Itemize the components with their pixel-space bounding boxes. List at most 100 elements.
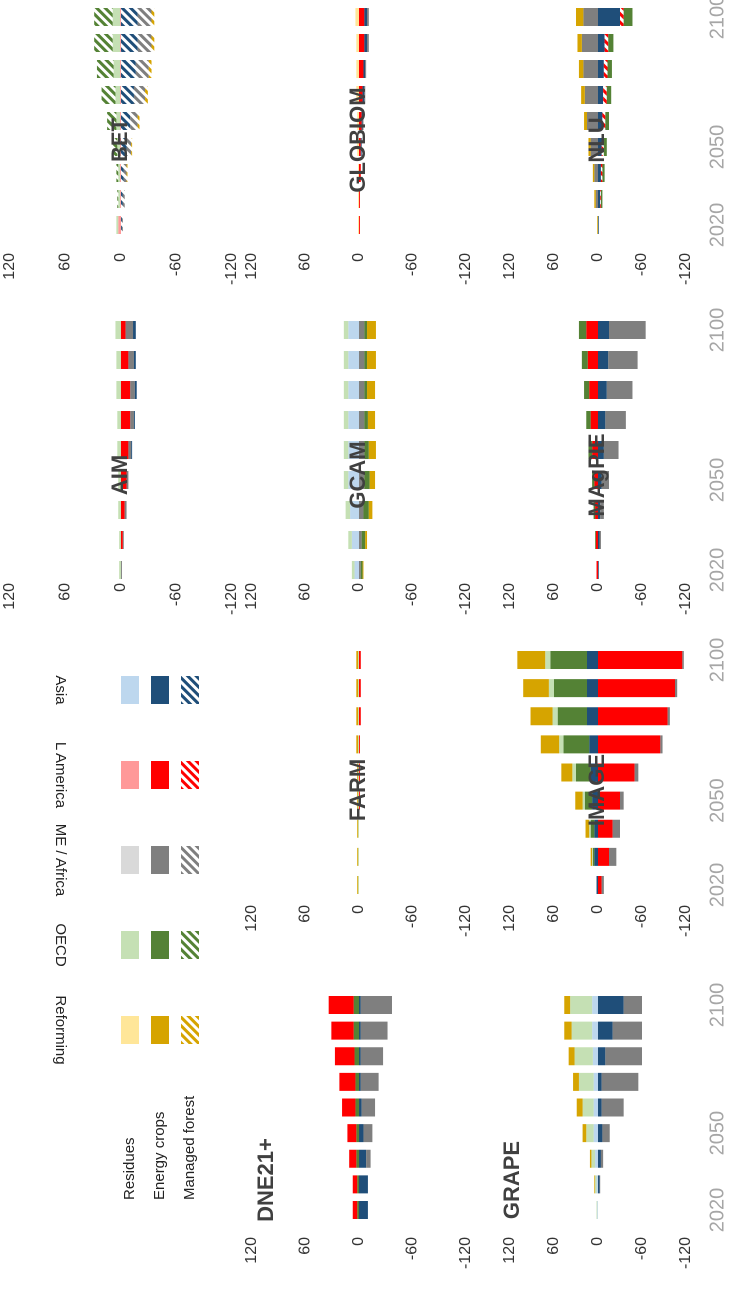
bar-segment [359,1047,361,1066]
bar-segment [116,112,121,130]
panel-title: GCAM [345,441,370,508]
x-tick-label: 2020 [706,1188,728,1233]
y-tick-label: -60 [633,1237,650,1260]
bar-segment [118,471,121,489]
bar-segment [133,351,136,369]
y-tick-label: -60 [404,905,421,928]
bar-segment [356,1149,360,1168]
bar-segment [360,1072,379,1091]
bar-segment [559,735,564,754]
bar-segment [362,561,364,579]
y-tick-label: 60 [57,253,74,271]
bar-segment [359,441,365,459]
y-tick-label: -60 [404,1237,421,1260]
bar-segment [120,34,121,52]
bar-segment [564,996,571,1014]
bar-segment [125,321,134,339]
bar-segment [594,1175,596,1194]
bar-segment [121,561,122,579]
bar-segment [359,501,364,519]
bar-segment [120,112,121,130]
bar-segment [348,471,359,489]
legend-swatch [181,931,199,959]
bar-segment [359,1098,362,1117]
bar-segment [601,1072,639,1091]
bar-segment [356,707,359,726]
bar-segment [148,60,152,78]
bar-segment [122,190,125,208]
bar-segment [342,1098,356,1117]
bar-segment [358,651,360,669]
bar-segment [358,735,360,754]
bar-segment [603,86,607,104]
bar-segment [356,651,359,669]
bar-segment [598,1098,602,1117]
bar-segment [601,138,604,156]
bar-segment [592,1021,599,1040]
bar-segment [359,996,361,1014]
bar-segment [598,441,604,459]
bar-segment [584,112,587,130]
bar-segment [606,86,612,104]
bar-segment [130,411,134,429]
bar-segment [593,1098,598,1117]
bar-segment [609,321,646,339]
bar-segment [359,1201,368,1219]
bar-segment [600,1149,604,1168]
bar-segment [343,471,349,489]
bar-segment [112,34,121,52]
bar-segment [598,1047,606,1066]
bar-segment [363,1124,373,1143]
legend-region: ME / Africa [52,824,69,897]
bar-segment [133,321,136,339]
y-tick-label: -120 [457,1237,474,1269]
panel-title: NLU [584,117,609,162]
bar-segment [605,1047,642,1066]
bar-segment [604,34,609,52]
bar-segment [349,1149,357,1168]
legend-swatch [151,846,169,874]
bar-segment [128,441,132,459]
bar-segment [592,164,595,182]
bar-segment [587,707,598,726]
y-tick-label: 120 [501,1237,518,1264]
bar-segment [121,86,134,104]
bar-segment [130,381,135,399]
bar-segment [356,60,360,78]
bar-segment [126,471,129,489]
bar-segment [359,60,364,78]
bar-segment [107,112,117,130]
bar-segment [606,381,633,399]
legend-region: OECD [52,923,69,967]
bar-segment [602,164,605,182]
bar-segment [581,34,598,52]
bar-segment [590,847,593,866]
bar-segment [359,1175,368,1194]
bar-segment [357,1201,360,1219]
bar-segment [582,1124,587,1143]
bar-segment [357,112,360,130]
bar-segment [359,411,365,429]
bar-segment [599,1175,601,1194]
bar-segment [94,34,113,52]
bar-segment [623,8,633,26]
legend-swatch [181,761,199,789]
bar-segment [602,112,606,130]
bar-segment [584,791,593,810]
bar-segment [134,381,137,399]
x-tick-label: 2100 [706,638,728,683]
bar-segment [334,1047,355,1066]
bar-segment [358,707,360,726]
y-tick-label: 60 [545,253,562,271]
bar-segment [359,112,362,130]
bar-segment [568,1047,575,1066]
bar-segment [121,216,123,234]
bar-segment [570,996,593,1014]
bar-segment [598,60,604,78]
bar-segment [113,60,121,78]
bar-segment [561,763,573,782]
bar-segment [118,190,121,208]
bar-segment [361,112,363,130]
bar-segment [598,1124,603,1143]
bar-segment [137,8,152,26]
